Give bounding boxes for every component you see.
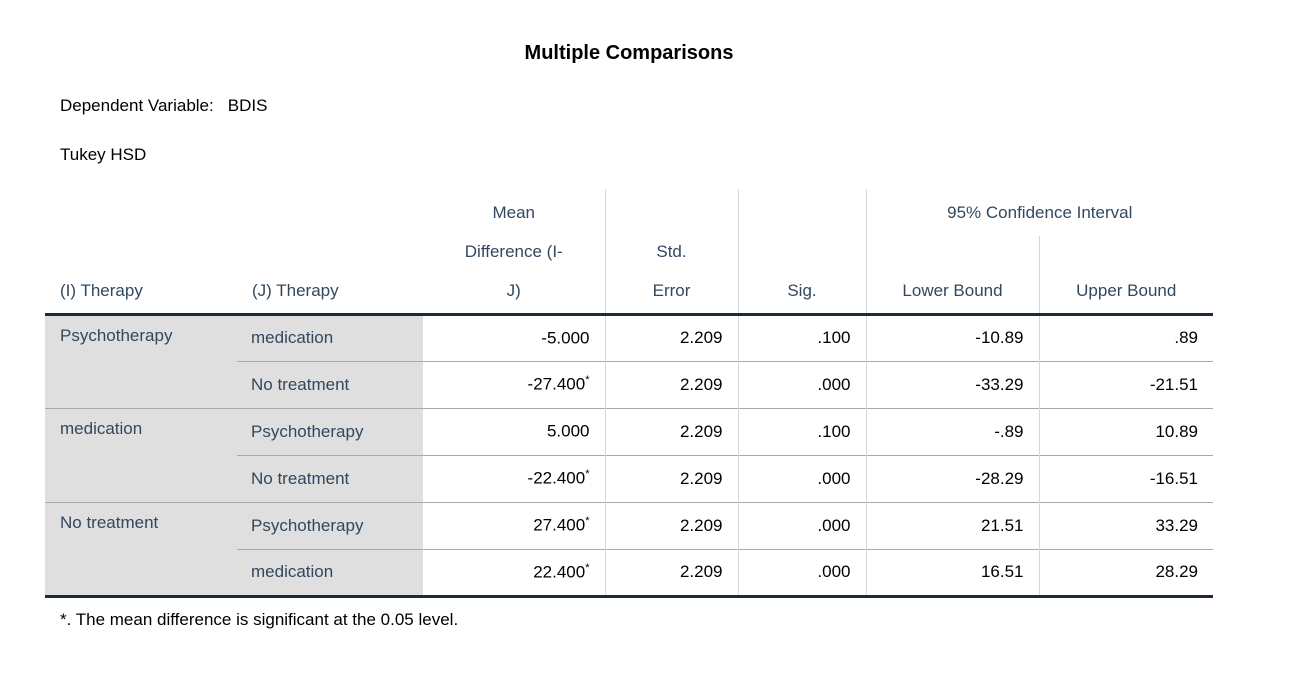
page-title: Multiple Comparisons bbox=[524, 42, 734, 64]
col-header-lower-bound: Lower Bound bbox=[865, 236, 1039, 316]
mean-diff-value: 27.400 bbox=[533, 515, 586, 535]
table-row: Psychotherapy medication -5.000 2.209 .1… bbox=[45, 314, 1214, 408]
cell-j-therapy: No treatment bbox=[237, 454, 423, 502]
mean-diff-value: -27.400 bbox=[527, 374, 586, 394]
cell-mean-difference: 27.400* bbox=[423, 501, 605, 549]
multiple-comparisons-table: (I) Therapy (J) Therapy Mean Difference … bbox=[45, 189, 1214, 598]
mean-diff-value: -22.400 bbox=[527, 468, 586, 488]
test-name: Tukey HSD bbox=[60, 145, 147, 164]
mean-diff-value: -5.000 bbox=[541, 328, 590, 348]
cell-std-error: 2.209 bbox=[604, 407, 738, 455]
significance-star: * bbox=[585, 515, 590, 528]
col-header-std-error: Std. Error bbox=[604, 189, 738, 316]
table-row: No treatment -22.400* 2.209 .000 -28.29 … bbox=[45, 454, 1214, 502]
table-body: Psychotherapy medication -5.000 2.209 .1… bbox=[45, 314, 1214, 598]
cell-std-error: 2.209 bbox=[604, 548, 738, 598]
cell-sig: .100 bbox=[737, 314, 866, 361]
col-header-ci-spanner: 95% Confidence Interval bbox=[865, 189, 1214, 236]
dependent-variable-line: Dependent Variable: BDIS bbox=[45, 96, 1213, 116]
cell-lower-bound: 21.51 bbox=[865, 501, 1039, 549]
cell-j-therapy: No treatment bbox=[237, 360, 423, 408]
cell-std-error: 2.209 bbox=[604, 314, 738, 361]
cell-lower-bound: -33.29 bbox=[865, 360, 1039, 408]
header-line: Std. bbox=[656, 241, 687, 261]
table-header: (I) Therapy (J) Therapy Mean Difference … bbox=[45, 189, 1214, 316]
cell-sig: .000 bbox=[737, 360, 866, 408]
header-line: Difference (I- bbox=[464, 241, 563, 261]
table-row: No treatment -27.400* 2.209 .000 -33.29 … bbox=[45, 360, 1214, 408]
header-line: J) bbox=[506, 280, 521, 300]
significance-star: * bbox=[585, 374, 590, 387]
cell-std-error: 2.209 bbox=[604, 454, 738, 502]
cell-j-therapy: medication bbox=[237, 314, 423, 361]
cell-mean-difference: -5.000 bbox=[423, 314, 605, 361]
table-row: No treatment Psychotherapy 27.400* 2.209… bbox=[45, 501, 1214, 598]
cell-upper-bound: -16.51 bbox=[1038, 454, 1214, 502]
cell-upper-bound: 28.29 bbox=[1038, 548, 1214, 598]
cell-lower-bound: 16.51 bbox=[865, 548, 1039, 598]
significance-star: * bbox=[585, 468, 590, 481]
cell-lower-bound: -28.29 bbox=[865, 454, 1039, 502]
cell-j-therapy: medication bbox=[237, 548, 423, 598]
cell-sig: .000 bbox=[737, 501, 866, 549]
col-header-mean-difference: Mean Difference (I- J) bbox=[423, 189, 605, 316]
cell-mean-difference: 22.400* bbox=[423, 548, 605, 598]
cell-upper-bound: -21.51 bbox=[1038, 360, 1214, 408]
cell-std-error: 2.209 bbox=[604, 360, 738, 408]
cell-mean-difference: -22.400* bbox=[423, 454, 605, 502]
cell-upper-bound: 10.89 bbox=[1038, 407, 1214, 455]
cell-mean-difference: 5.000 bbox=[423, 407, 605, 455]
dependent-variable-label: Dependent Variable: bbox=[60, 96, 214, 115]
cell-sig: .100 bbox=[737, 407, 866, 455]
col-header-j-therapy: (J) Therapy bbox=[237, 189, 423, 316]
col-header-i-therapy: (I) Therapy bbox=[45, 189, 237, 316]
cell-i-therapy: No treatment bbox=[45, 501, 237, 598]
cell-lower-bound: -10.89 bbox=[865, 314, 1039, 361]
col-header-upper-bound: Upper Bound bbox=[1038, 236, 1214, 316]
report-container: Multiple Comparisons Dependent Variable:… bbox=[45, 0, 1214, 630]
mean-diff-value: 22.400 bbox=[533, 562, 586, 582]
cell-std-error: 2.209 bbox=[604, 501, 738, 549]
cell-j-therapy: Psychotherapy bbox=[237, 407, 423, 455]
cell-j-therapy: Psychotherapy bbox=[237, 501, 423, 549]
cell-i-therapy: medication bbox=[45, 407, 237, 502]
significance-footnote: *. The mean difference is significant at… bbox=[60, 609, 459, 629]
header-line: Mean bbox=[492, 202, 536, 222]
header-row-spanner: (I) Therapy (J) Therapy Mean Difference … bbox=[45, 189, 1214, 316]
cell-sig: .000 bbox=[737, 548, 866, 598]
cell-sig: .000 bbox=[737, 454, 866, 502]
cell-i-therapy: Psychotherapy bbox=[45, 314, 237, 408]
cell-upper-bound: 33.29 bbox=[1038, 501, 1214, 549]
header-row-bounds: Lower Bound Upper Bound bbox=[45, 236, 1214, 316]
header-line: Error bbox=[652, 280, 691, 300]
cell-lower-bound: -.89 bbox=[865, 407, 1039, 455]
table-row: medication 22.400* 2.209 .000 16.51 28.2… bbox=[45, 548, 1214, 598]
cell-mean-difference: -27.400* bbox=[423, 360, 605, 408]
significance-star: * bbox=[585, 561, 590, 574]
cell-upper-bound: .89 bbox=[1038, 314, 1214, 361]
col-header-sig: Sig. bbox=[737, 189, 866, 316]
table-row: medication Psychotherapy 5.000 2.209 .10… bbox=[45, 407, 1214, 502]
dependent-variable-value: BDIS bbox=[227, 96, 268, 115]
mean-diff-value: 5.000 bbox=[546, 421, 590, 441]
